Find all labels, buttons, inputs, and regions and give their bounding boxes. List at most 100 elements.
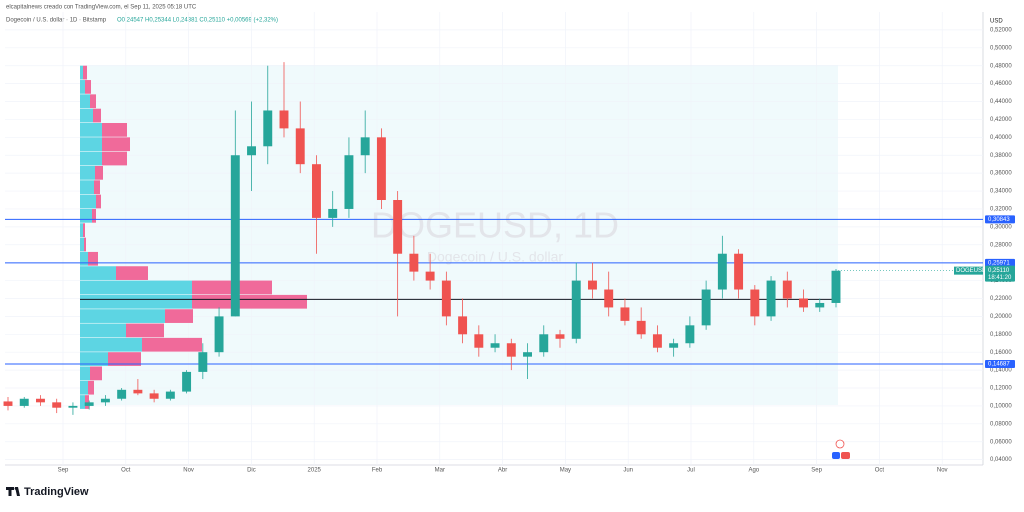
profile-buy	[80, 94, 90, 109]
candle-body	[474, 334, 484, 348]
y-tick-label: 0,12000	[990, 386, 1012, 392]
candle-body	[782, 280, 792, 299]
candle-body	[312, 164, 321, 218]
x-tick-label: 2025	[308, 468, 322, 474]
candle-body	[636, 320, 646, 335]
y-tick-label: 0,28000	[990, 242, 1012, 248]
watermark: DOGEUSD, 1D	[371, 205, 619, 246]
profile-sell	[90, 94, 96, 109]
profile-buy	[80, 108, 93, 123]
candle-body	[620, 307, 630, 321]
y-tick-label: 0,34000	[990, 189, 1012, 195]
candle-body	[360, 137, 370, 156]
brand-name: TradingView	[24, 486, 89, 498]
candle-body	[539, 334, 549, 353]
candle-body	[409, 253, 419, 272]
profile-buy	[80, 395, 85, 409]
candle-body	[198, 352, 208, 372]
candle-body	[425, 271, 435, 281]
candle-body	[36, 398, 45, 403]
profile-buy	[80, 237, 84, 252]
y-tick-label: 0,04000	[990, 457, 1012, 463]
candle-body	[766, 280, 776, 317]
profile-buy	[80, 194, 96, 209]
level-tag	[985, 215, 1015, 224]
profile-sell	[94, 180, 100, 195]
profile-sell	[116, 266, 148, 280]
candle-body	[214, 316, 224, 353]
candle-body	[230, 155, 240, 317]
x-tick-label: Ago	[748, 468, 759, 474]
profile-sell	[85, 80, 91, 94]
watermark-sub: Dogecoin / U.S. dollar	[427, 249, 564, 265]
x-tick-label: Oct	[875, 468, 885, 474]
brand-logo	[6, 487, 20, 496]
profile-buy	[80, 309, 165, 323]
value-area	[80, 65, 838, 405]
candle-body	[165, 391, 175, 399]
profile-buy	[80, 380, 88, 395]
y-tick-label: 0,36000	[990, 171, 1012, 177]
author-line: elcapitalnews creado con TradingView.com…	[6, 5, 197, 11]
candle-body	[328, 208, 338, 218]
profile-sell	[93, 108, 101, 123]
candle-body	[295, 128, 305, 165]
candle-body	[100, 398, 110, 403]
candle-body	[393, 200, 403, 254]
y-tick-label: 0,10000	[990, 403, 1012, 409]
candle-body	[685, 325, 695, 344]
candle-body	[279, 110, 289, 129]
profile-sell	[83, 223, 85, 238]
y-tick-label: 0,40000	[990, 135, 1012, 141]
candle-body	[182, 371, 192, 392]
profile-buy	[80, 80, 85, 94]
symbol-title: Dogecoin / U.S. dollar · 1D · Bitstamp	[6, 18, 107, 24]
countdown-label: 18:41:20	[988, 275, 1012, 281]
last-price-label: 0,25110	[988, 268, 1010, 274]
ohlc-readout: O0,24547 H0,25344 L0,24381 C0,25110 +0,0…	[117, 18, 278, 24]
profile-sell	[83, 65, 87, 80]
profile-buy	[80, 280, 192, 295]
candle-body	[815, 302, 825, 308]
y-tick-label: 0,48000	[990, 63, 1012, 69]
candle-body	[506, 343, 516, 357]
candle-body	[734, 253, 744, 290]
candle-body	[604, 289, 614, 308]
x-tick-label: Oct	[121, 468, 131, 474]
profile-sell	[108, 352, 141, 366]
profile-sell	[142, 337, 202, 352]
candle-body	[799, 298, 808, 308]
candle-body	[3, 401, 13, 406]
x-tick-label: Abr	[498, 468, 507, 474]
profile-buy	[80, 151, 102, 166]
profile-buy	[80, 65, 83, 80]
event-icons	[832, 439, 850, 459]
candle-body	[458, 316, 468, 335]
candle-body	[19, 398, 29, 406]
currency-label: USD	[990, 19, 1003, 25]
y-tick-label: 0,50000	[990, 45, 1012, 51]
last-price-tag	[985, 265, 1015, 282]
profile-buy	[80, 294, 192, 309]
y-tick-label: 0,42000	[990, 117, 1012, 123]
y-tick-label: 0,46000	[990, 81, 1012, 87]
background-layer	[5, 12, 983, 465]
candle-body	[149, 393, 159, 399]
profile-sell	[95, 165, 103, 180]
profile-sell	[126, 323, 164, 338]
candle-body	[571, 280, 581, 339]
level-tag	[985, 258, 1015, 267]
candle-body	[263, 110, 273, 147]
y-tick-label: 0,44000	[990, 99, 1012, 105]
candle-body	[717, 253, 727, 290]
candle-body	[247, 146, 256, 156]
profile-sell	[88, 380, 94, 395]
profile-buy	[80, 208, 92, 223]
profile-buy	[80, 266, 116, 280]
y-tick-label: 0,30000	[990, 224, 1012, 230]
y-tick-label: 0,08000	[990, 421, 1012, 427]
profile-buy	[80, 165, 95, 180]
profile-buy	[80, 251, 88, 266]
